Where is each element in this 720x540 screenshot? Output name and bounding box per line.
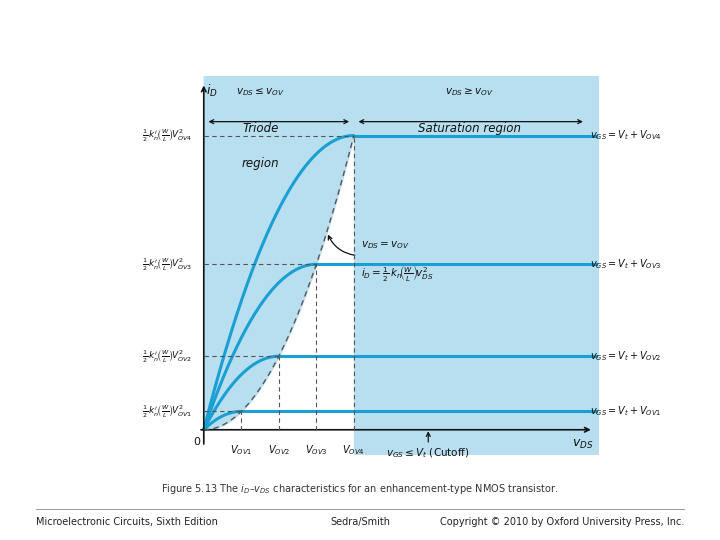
Text: $v_{GS} = V_t + V_{OV2}$: $v_{GS} = V_t + V_{OV2}$ xyxy=(590,349,661,363)
Text: $V_{OV1}$: $V_{OV1}$ xyxy=(230,443,253,457)
Text: $\frac{1}{2}\,k_n^{\prime}\!\left(\frac{W}{L}\right)\!V_{OV3}^2$: $\frac{1}{2}\,k_n^{\prime}\!\left(\frac{… xyxy=(143,256,192,273)
Text: Figure 5.13 The $i_D$–$v_{DS}$ characteristics for an enhancement-type NMOS tran: Figure 5.13 The $i_D$–$v_{DS}$ character… xyxy=(161,482,559,496)
Text: region: region xyxy=(242,157,279,170)
Text: Microelectronic Circuits, Sixth Edition: Microelectronic Circuits, Sixth Edition xyxy=(36,517,218,527)
Text: $V_{OV4}$: $V_{OV4}$ xyxy=(343,443,365,457)
Text: Sedra/Smith: Sedra/Smith xyxy=(330,517,390,527)
Text: $V_{OV3}$: $V_{OV3}$ xyxy=(305,443,328,457)
Text: $\frac{1}{2}\,k_n^{\prime}\!\left(\frac{W}{L}\right)\!V_{OV2}^2$: $\frac{1}{2}\,k_n^{\prime}\!\left(\frac{… xyxy=(143,348,192,364)
Text: 0: 0 xyxy=(194,437,201,447)
Text: Copyright © 2010 by Oxford University Press, Inc.: Copyright © 2010 by Oxford University Pr… xyxy=(440,517,684,527)
Text: $v_{GS} = V_t + V_{OV3}$: $v_{GS} = V_t + V_{OV3}$ xyxy=(590,258,662,271)
Text: $v_{GS} \leq V_t$ (Cutoff): $v_{GS} \leq V_t$ (Cutoff) xyxy=(387,446,470,460)
Text: $i_D$: $i_D$ xyxy=(206,83,217,99)
Text: $\frac{1}{2}\,k_n^{\prime}\!\left(\frac{W}{L}\right)\!V_{OV1}^2$: $\frac{1}{2}\,k_n^{\prime}\!\left(\frac{… xyxy=(143,403,192,420)
Text: Saturation region: Saturation region xyxy=(418,122,521,134)
Text: $v_{DS} \leq v_{OV}$: $v_{DS} \leq v_{OV}$ xyxy=(236,86,285,98)
Text: Triode: Triode xyxy=(243,122,279,134)
Text: $i_D = \frac{1}{2}\,k_n\!\left(\frac{W}{L}\right)\!v_{DS}^2$: $i_D = \frac{1}{2}\,k_n\!\left(\frac{W}{… xyxy=(361,262,434,282)
Text: $v_{DS} \geq v_{OV}$: $v_{DS} \geq v_{OV}$ xyxy=(446,86,494,98)
Text: $V_{OV2}$: $V_{OV2}$ xyxy=(268,443,290,457)
Text: $v_{DS}$: $v_{DS}$ xyxy=(572,438,594,451)
Text: $v_{GS} = V_t + V_{OV1}$: $v_{GS} = V_t + V_{OV1}$ xyxy=(590,404,661,418)
Text: $\frac{1}{2}\,k_n^{\prime}\!\left(\frac{W}{L}\right)\!V_{OV4}^2$: $\frac{1}{2}\,k_n^{\prime}\!\left(\frac{… xyxy=(142,127,192,144)
Text: $v_{DS} = v_{OV}$: $v_{DS} = v_{OV}$ xyxy=(361,239,410,251)
Text: $v_{GS} = V_t + V_{OV4}$: $v_{GS} = V_t + V_{OV4}$ xyxy=(590,129,662,143)
